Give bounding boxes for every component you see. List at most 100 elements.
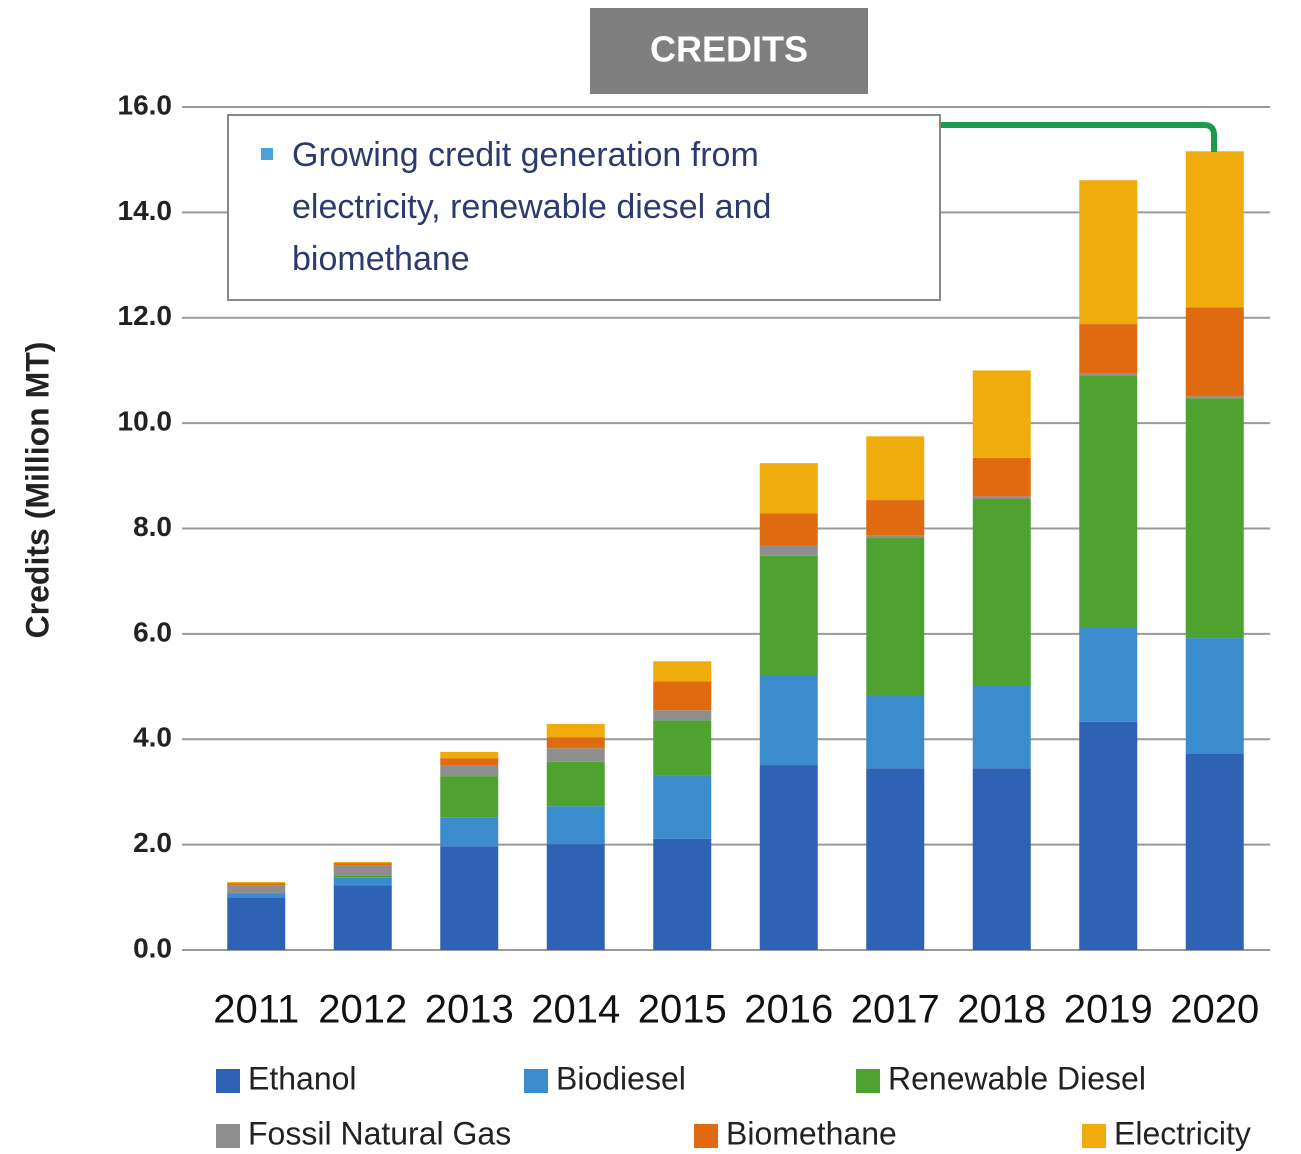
bar-segment	[227, 897, 286, 950]
legend-swatch	[524, 1069, 548, 1093]
bar-segment	[866, 500, 925, 536]
bar-segment	[653, 720, 712, 776]
bar-segment	[759, 513, 818, 546]
x-tick-label: 2011	[213, 988, 299, 1032]
legend-swatch	[856, 1069, 880, 1093]
bar-segment	[866, 768, 925, 950]
legend-label: Renewable Diesel	[888, 1060, 1146, 1096]
bar-segment	[227, 882, 286, 884]
bar-segment	[333, 862, 392, 864]
bar-segment	[440, 758, 499, 766]
x-tick-label: 2016	[744, 988, 833, 1032]
annotation: biomethane	[292, 240, 470, 278]
y-tick-label: 14.0	[118, 195, 173, 226]
bar-segment	[333, 863, 392, 866]
bar-segment	[440, 765, 499, 777]
legend-swatch	[694, 1124, 718, 1148]
legend-swatch	[216, 1124, 240, 1148]
bar-segment	[972, 370, 1031, 458]
y-tick-label: 4.0	[133, 722, 172, 753]
bar-segment	[1185, 307, 1244, 397]
bar-segment	[546, 806, 605, 845]
bar-segment	[227, 893, 286, 898]
y-axis-label: Credits (Million MT)	[19, 342, 55, 639]
bar-segment	[1079, 375, 1138, 628]
x-tick-label: 2014	[531, 988, 620, 1032]
y-tick-label: 10.0	[118, 406, 173, 437]
legend-label: Ethanol	[248, 1060, 357, 1096]
bar-segment	[546, 737, 605, 749]
bar-segment	[653, 661, 712, 682]
y-tick-label: 0.0	[133, 932, 172, 963]
bar-segment	[227, 885, 286, 894]
bar-segment	[440, 817, 499, 847]
bar-segment	[653, 838, 712, 950]
bar-segment	[333, 875, 392, 878]
bar-segment	[440, 776, 499, 818]
bar-segment	[866, 436, 925, 501]
bar-segment	[546, 844, 605, 950]
bar-segment	[759, 674, 818, 766]
bar-segment	[1079, 627, 1138, 722]
bar-segment	[333, 877, 392, 886]
x-tick-label: 2013	[425, 988, 514, 1032]
bars: 2011 2012 2013 2014 2015 2016 2017 2018 2019 2020	[213, 151, 1259, 1032]
bar-segment	[1079, 324, 1138, 374]
legend-label: Electricity	[1114, 1115, 1251, 1151]
bar-segment	[440, 846, 499, 950]
bar-segment	[1185, 638, 1244, 755]
bar-segment	[1079, 721, 1138, 950]
bullet	[261, 148, 273, 160]
bar-segment	[653, 681, 712, 711]
bar-segment	[1079, 180, 1138, 325]
bar-segment	[653, 775, 712, 839]
bar-segment	[972, 498, 1031, 685]
bar-segment	[1185, 754, 1244, 950]
y-tick-label: 8.0	[133, 511, 172, 542]
legend: Ethanol Biodiesel Renewable Diesel Fossil N…	[216, 1060, 1251, 1151]
bar-segment	[546, 723, 605, 738]
bar-segment	[866, 537, 925, 695]
y-tick-label: 16.0	[118, 89, 173, 120]
bar-segment	[1185, 398, 1244, 639]
x-tick-label: 2015	[638, 988, 727, 1032]
legend-swatch	[1082, 1124, 1106, 1148]
x-tick-label: 2012	[318, 988, 407, 1032]
bar-segment	[759, 545, 818, 556]
bar-segment	[972, 684, 1031, 769]
x-tick-label: 2019	[1064, 988, 1153, 1032]
legend-swatch	[216, 1069, 240, 1093]
legend-label: Fossil Natural Gas	[248, 1115, 511, 1151]
bar-segment	[759, 463, 818, 514]
bar-segment	[972, 768, 1031, 950]
bar-segment	[333, 865, 392, 876]
legend-label: Biomethane	[726, 1115, 897, 1151]
bar-segment	[440, 751, 499, 759]
y-tick-label: 6.0	[133, 616, 172, 647]
annotation-box	[227, 114, 941, 301]
bar-segment	[1185, 151, 1244, 308]
bar-segment	[866, 694, 925, 769]
annotation: electricity, renewable diesel and	[292, 188, 771, 226]
bar-segment	[759, 555, 818, 675]
bar-segment	[1185, 396, 1244, 399]
bar-segment	[1079, 373, 1138, 376]
bar-segment	[227, 883, 286, 886]
title-box	[590, 8, 868, 94]
annotation: Growing credit generation from	[292, 136, 759, 174]
bar-segment	[546, 748, 605, 762]
bar-segment	[546, 761, 605, 807]
x-tick-label: 2017	[851, 988, 940, 1032]
bar-segment	[333, 885, 392, 950]
bar-segment	[759, 765, 818, 950]
y-tick-label: 12.0	[118, 300, 173, 331]
connector	[940, 122, 1217, 152]
bar-segment	[653, 710, 712, 721]
x-tick-label: 2020	[1170, 988, 1259, 1032]
bar-segment	[972, 457, 1031, 497]
x-tick-label: 2018	[957, 988, 1046, 1032]
bar-segment	[972, 496, 1031, 499]
bar-segment	[866, 535, 925, 538]
chart-title: CREDITS	[650, 29, 808, 70]
